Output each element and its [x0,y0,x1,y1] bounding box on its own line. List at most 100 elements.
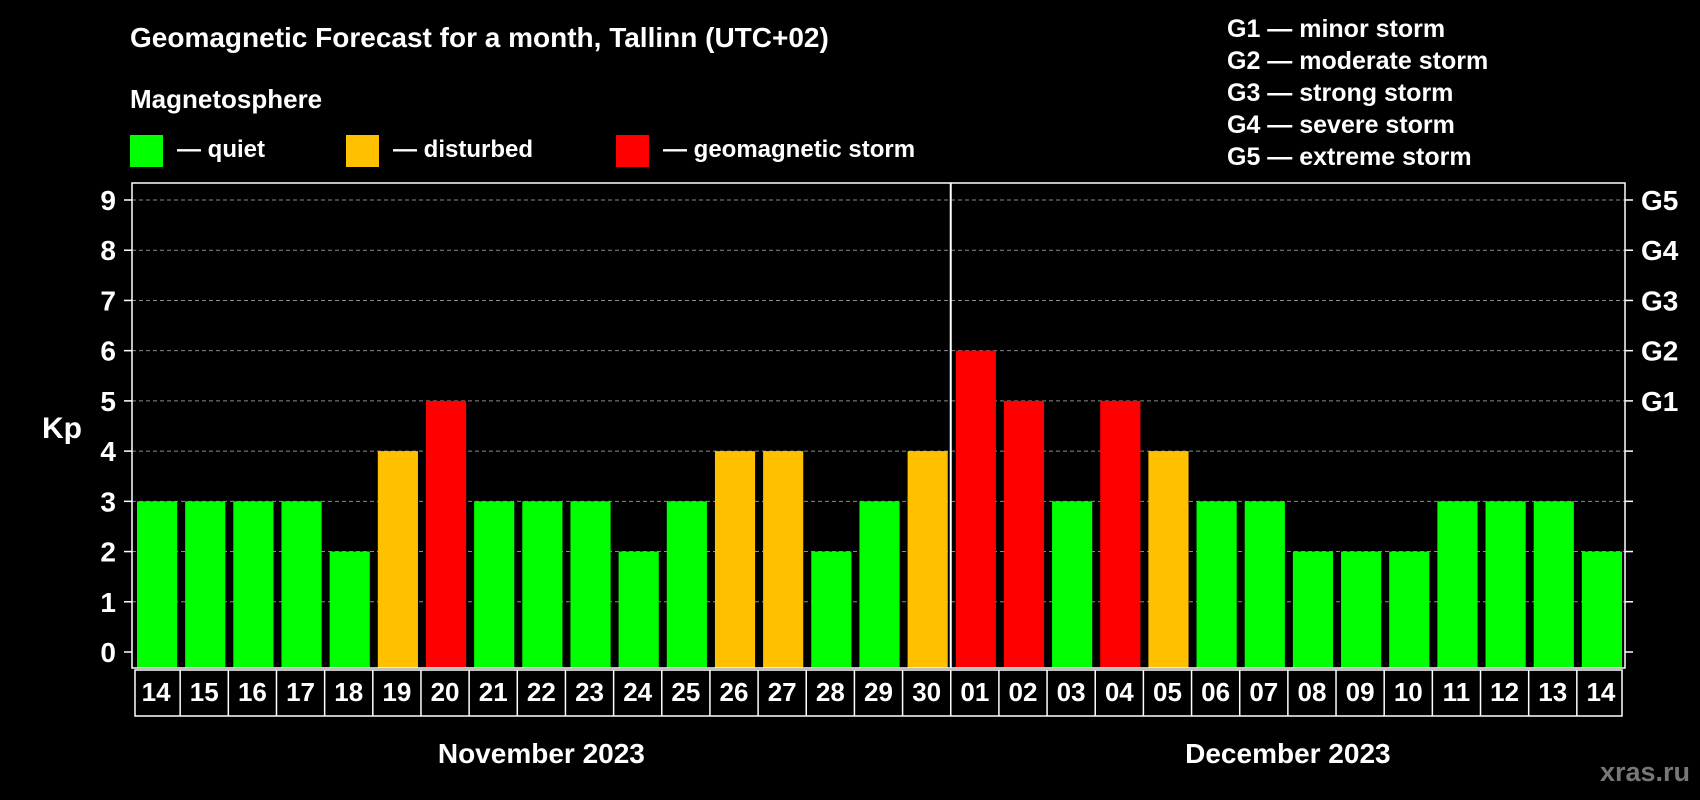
y-tick-label: 9 [100,185,116,216]
bar-day-30 [1533,501,1574,668]
y-tick-label: 3 [100,486,116,517]
day-label: 19 [382,677,411,707]
bar-day-19 [1003,400,1045,668]
bars [137,350,1622,668]
bar-day-11 [618,551,659,668]
day-label: 22 [527,677,556,707]
bar-day-3 [233,501,274,668]
chart-title: Geomagnetic Forecast for a month, Tallin… [130,22,829,53]
legend-swatch-disturbed [346,135,379,167]
legend-swatch-quiet [130,135,163,167]
storm-level-label-g5: G5 [1641,185,1678,216]
bar-day-13 [714,451,756,668]
legend-heading: Magnetosphere [130,84,322,114]
y-tick-label: 7 [100,285,116,316]
storm-scale-g2: G2 — moderate storm [1227,47,1488,75]
bar-day-7 [425,400,467,668]
bar-day-25 [1292,551,1334,668]
storm-level-label-g1: G1 [1641,386,1678,417]
day-label: 28 [816,677,845,707]
legend-label-quiet: — quiet [177,136,265,163]
bar-day-18 [955,350,996,668]
day-label: 09 [1346,677,1375,707]
y-axis-label: Kp [42,412,82,445]
bar-day-27 [1389,551,1430,668]
day-labels: 14 15 16 17 18 19 20 21 22 23 24 25 26 27 28 29 30 01 02 03… [134,669,1623,717]
plot-frame [131,182,1626,669]
bar-day-20 [1052,501,1093,668]
bar-day-4 [281,501,322,668]
bar-day-15 [811,551,852,668]
bar-day-16 [859,501,900,668]
y-tick-label: 2 [100,537,116,568]
legend-label-storm: — geomagnetic storm [663,136,915,163]
day-label: 06 [1201,677,1230,707]
day-label: 17 [286,677,315,707]
bar-day-12 [666,501,707,668]
day-label: 25 [671,677,700,707]
bar-day-8 [474,501,515,668]
y-tick-label: 6 [100,336,116,367]
day-label: 02 [1009,677,1038,707]
bar-day-26 [1341,551,1382,668]
day-label: 27 [768,677,797,707]
day-label: 20 [431,677,460,707]
bar-day-31 [1581,551,1622,668]
bar-day-24 [1244,501,1285,668]
day-label: 23 [575,677,604,707]
storm-scale-g5: G5 — extreme storm [1227,143,1472,171]
bar-day-28 [1437,501,1478,668]
bar-day-22 [1148,451,1189,668]
storm-level-labels: G1 G2 G3 G4 G5 [1641,185,1679,417]
legend-label-disturbed: — disturbed [393,136,533,163]
y-tick-label: 1 [100,587,116,618]
y-tick-label: 8 [100,235,116,266]
y-tick-label: 0 [100,637,116,668]
day-label: 01 [960,677,989,707]
bar-day-6 [377,451,418,668]
day-label-frame [134,669,1623,717]
day-label: 16 [238,677,267,707]
day-label: 12 [1490,677,1519,707]
day-label: 24 [623,677,652,707]
day-label: 14 [1586,677,1615,707]
storm-level-label-g2: G2 [1641,336,1678,367]
day-label: 08 [1297,677,1326,707]
bar-day-9 [522,501,563,668]
y-tick-label: 5 [100,386,116,417]
storm-scale-g4: G4 — severe storm [1227,111,1455,139]
bar-day-14 [763,451,804,668]
bar-day-23 [1196,501,1237,668]
storm-level-label-g3: G3 [1641,285,1678,316]
bar-day-21 [1100,400,1141,668]
day-label: 29 [864,677,893,707]
y-tick-labels: 0 1 2 3 4 5 6 7 8 9 [100,185,116,668]
day-label: 03 [1057,677,1086,707]
day-label: 07 [1249,677,1278,707]
axes [124,182,1633,669]
month-labels: November 2023 December 2023 [438,738,1391,769]
watermark: xras.ru [1600,757,1690,787]
bar-day-17 [907,451,948,668]
day-label: 04 [1105,677,1134,707]
legend-swatch-storm [616,135,649,167]
day-label: 21 [479,677,508,707]
day-label: 15 [190,677,219,707]
storm-scale-g1: G1 — minor storm [1227,15,1445,43]
day-label: 10 [1394,677,1423,707]
bar-day-1 [137,501,178,668]
y-tick-label: 4 [100,436,116,467]
bar-day-5 [329,551,370,668]
day-label: 11 [1443,677,1471,707]
bar-day-10 [570,501,611,668]
day-label: 14 [142,677,171,707]
storm-level-label-g4: G4 [1641,235,1679,266]
bar-day-2 [185,501,226,668]
month-label-2: December 2023 [1185,738,1390,769]
bar-day-29 [1485,501,1526,668]
day-label: 05 [1153,677,1182,707]
day-label: 18 [334,677,363,707]
day-label: 30 [912,677,941,707]
storm-scale-g3: G3 — strong storm [1227,79,1453,107]
